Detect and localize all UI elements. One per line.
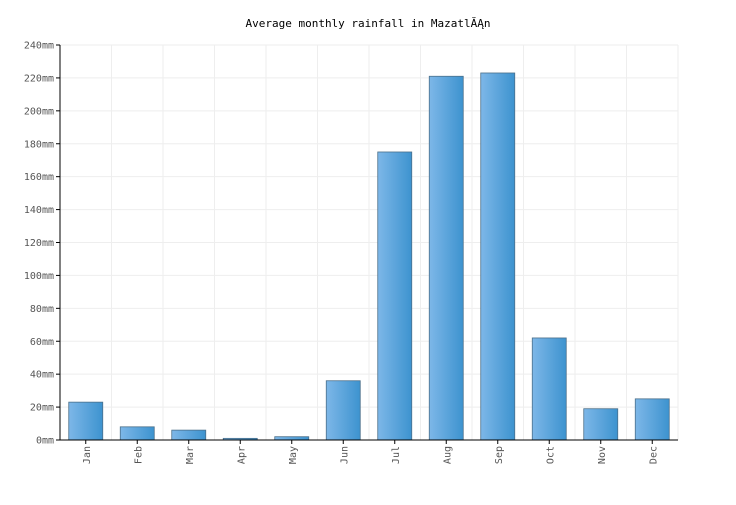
bars-layer <box>68 72 670 441</box>
y-tick-label: 60mm <box>30 337 54 348</box>
x-tick-label-jan: Jan <box>82 446 93 464</box>
y-tick-labels: 0mm 20mm 40mm 60mm 80mm 100mm 120mm 140mm 160mm 1… <box>24 41 54 447</box>
y-tick-label: 140mm <box>24 205 54 216</box>
x-tick-label-aug: Aug <box>442 446 453 464</box>
bar-oct <box>531 337 567 441</box>
x-tick-label-jun: Jun <box>339 446 350 464</box>
y-tick-label: 180mm <box>24 139 54 150</box>
y-tick-label: 40mm <box>30 370 54 381</box>
x-tick-label-sep: Sep <box>494 446 505 464</box>
bar-mar <box>171 429 207 441</box>
y-tick-label: 100mm <box>24 271 54 282</box>
x-tick-label-apr: Apr <box>236 446 247 464</box>
y-tick-label: 0mm <box>36 436 54 447</box>
x-tick-label-oct: Oct <box>545 446 556 464</box>
bar-jan <box>68 401 104 441</box>
chart-title: Average monthly rainfall in MazatlĂĄn <box>245 17 490 30</box>
x-tick-label-mar: Mar <box>185 446 196 464</box>
y-tick-label: 240mm <box>24 41 54 52</box>
bar-jun <box>325 380 361 441</box>
bar-dec <box>634 398 670 441</box>
y-tick-label: 160mm <box>24 172 54 183</box>
bar-nov <box>583 408 619 441</box>
x-tick-label-jul: Jul <box>391 446 402 464</box>
x-tick-labels: Jan Feb Mar Apr May Jun Jul Aug Sep Oct Nov Dec <box>82 446 660 464</box>
bar-feb <box>119 426 155 441</box>
axis-layer <box>56 44 678 444</box>
x-tick-label-feb: Feb <box>133 446 144 464</box>
grid-layer <box>60 44 679 440</box>
x-tick-label-may: May <box>288 446 299 464</box>
y-tick-label: 80mm <box>30 304 54 315</box>
y-tick-label: 200mm <box>24 106 54 117</box>
bar-sep <box>480 72 516 441</box>
bar-aug <box>428 75 464 441</box>
x-tick-label-nov: Nov <box>597 446 608 464</box>
y-tick-label: 120mm <box>24 238 54 249</box>
y-tick-label: 220mm <box>24 73 54 84</box>
y-tick-label: 20mm <box>30 403 54 414</box>
bar-jul <box>377 151 413 441</box>
x-tick-label-dec: Dec <box>648 446 659 464</box>
